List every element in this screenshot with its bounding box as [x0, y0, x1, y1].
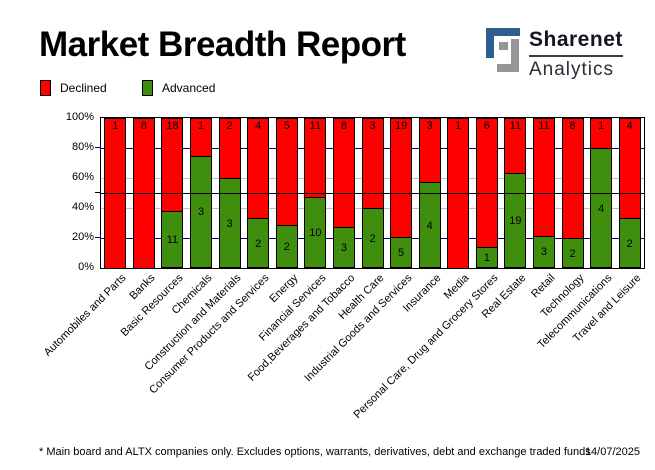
y-axis-tick-label: 40%	[71, 201, 94, 213]
bar-segment-advanced: 2	[247, 218, 270, 268]
y-axis-tick-label: 0%	[78, 261, 94, 273]
bar-segment-declined: 11	[532, 118, 555, 236]
page-title: Market Breadth Report	[39, 25, 406, 64]
gridline-50	[101, 193, 644, 194]
bar-value-label: 4	[255, 120, 262, 132]
legend-label-declined: Declined	[60, 81, 107, 95]
bar-value-label: 1	[197, 120, 205, 132]
bar-segment-advanced: 3	[532, 235, 555, 268]
bar-segment-advanced: 3	[218, 178, 241, 268]
bar-value-label: 4	[598, 202, 605, 215]
bar-segment-advanced: 2	[561, 238, 584, 268]
bar-value-label: 10	[309, 226, 322, 239]
bar-value-label: 6	[483, 120, 490, 132]
bar-value-label: 18	[166, 120, 179, 132]
bar-segment-advanced: 10	[304, 196, 327, 268]
bar-value-label: 11	[309, 120, 322, 132]
bar-value-label: 3	[540, 246, 548, 259]
bar-value-label: 3	[369, 120, 376, 132]
bar-segment-advanced: 4	[590, 148, 613, 268]
bar-value-label: 8	[140, 120, 147, 132]
sharenet-mark-icon	[486, 28, 520, 78]
bar-value-label: 2	[369, 232, 376, 245]
bar-value-label: 8	[569, 120, 576, 132]
bar-value-label: 8	[340, 120, 347, 132]
legend-item-declined: Declined	[40, 80, 107, 96]
bar-value-label: 2	[255, 237, 262, 250]
bar-value-label: 2	[626, 237, 633, 250]
y-axis: 100% 80% 60% 40% 20% 0%	[0, 111, 100, 273]
bar-value-label: 3	[226, 217, 233, 230]
bar-segment-advanced: 2	[618, 218, 641, 268]
bar-value-label: 19	[509, 215, 522, 227]
bar-segment-declined: 1	[190, 118, 213, 156]
bar-value-label: 11	[538, 120, 550, 132]
bar-value-label: 1	[112, 120, 119, 132]
bar-segment-advanced: 3	[332, 227, 355, 268]
y-axis-tick	[95, 147, 100, 148]
bar-value-label: 2	[226, 120, 233, 132]
bar-value-label: 5	[283, 120, 290, 132]
bar-segment-advanced: 2	[361, 208, 384, 268]
bar-value-label: 11	[509, 120, 522, 132]
brand-division: Analytics	[529, 59, 615, 80]
bar-segment-declined: 3	[418, 118, 441, 183]
y-axis-tick	[95, 237, 100, 238]
y-axis-tick-label: 100%	[65, 111, 94, 123]
bar-value-label: 2	[569, 247, 576, 260]
bar-value-label: 3	[197, 206, 205, 219]
y-axis-tick-label: 20%	[71, 231, 94, 243]
bar-segment-declined: 4	[247, 118, 270, 218]
bar-segment-declined: 1	[590, 118, 613, 148]
bar-segment-declined: 18	[161, 118, 184, 212]
bar-segment-advanced: 4	[418, 182, 441, 268]
advanced-swatch-icon	[142, 80, 153, 96]
bar-segment-declined: 11	[304, 118, 327, 197]
bar-value-label: 4	[626, 120, 633, 132]
plot-area: 1 8 18 11 1 3 2 3 4 2 5 2 11 10 8 3 3 2 19 5 3 4 1 6 1 11 19 11 3 8 2 1…	[100, 117, 645, 269]
bar-value-label: 3	[426, 120, 433, 132]
y-axis-tick-label: 60%	[71, 171, 94, 183]
bar-segment-declined: 4	[618, 118, 641, 218]
bar-segment-advanced: 3	[190, 155, 213, 268]
bar-segment-advanced: 11	[161, 211, 184, 268]
bar-value-label: 1	[455, 120, 462, 132]
bar-segment-advanced: 19	[504, 173, 527, 268]
bar-segment-declined: 8	[332, 118, 355, 228]
bar-segment-declined: 3	[361, 118, 384, 208]
brand-logo: Sharenet Analytics	[486, 28, 623, 81]
brand-name: Sharenet	[529, 28, 623, 57]
bar-segment-declined: 2	[218, 118, 241, 178]
declined-swatch-icon	[40, 80, 51, 96]
bar-value-label: 1	[483, 251, 490, 264]
bar-value-label: 5	[398, 246, 405, 259]
y-axis-tick-label: 80%	[71, 141, 94, 153]
bar-segment-declined: 6	[475, 118, 498, 247]
brand-text: Sharenet Analytics	[529, 28, 623, 81]
bar-segment-advanced: 2	[275, 225, 298, 268]
bar-value-label: 19	[394, 120, 408, 132]
x-axis-labels: Automobiles and Parts Banks Basic Resource…	[42, 272, 645, 442]
bar-segment-declined: 19	[390, 118, 413, 237]
bar-value-label: 4	[426, 219, 433, 232]
bar-segment-declined: 11	[504, 118, 527, 173]
bar-value-label: 3	[340, 242, 347, 255]
bar-segment-advanced: 1	[475, 246, 498, 268]
footnote: * Main board and ALTX companies only. Ex…	[39, 446, 591, 458]
bar-value-label: 11	[166, 234, 179, 247]
bar-segment-declined: 5	[275, 118, 298, 226]
bar-value-label: 2	[283, 241, 290, 254]
bar-segment-declined: 8	[561, 118, 584, 238]
y-axis-tick	[95, 192, 100, 193]
bar-value-label: 1	[598, 120, 605, 132]
legend-item-advanced: Advanced	[142, 80, 215, 96]
report-date: 14/07/2025	[584, 446, 640, 458]
bar-segment-advanced: 5	[390, 236, 413, 268]
legend-label-advanced: Advanced	[162, 81, 216, 95]
